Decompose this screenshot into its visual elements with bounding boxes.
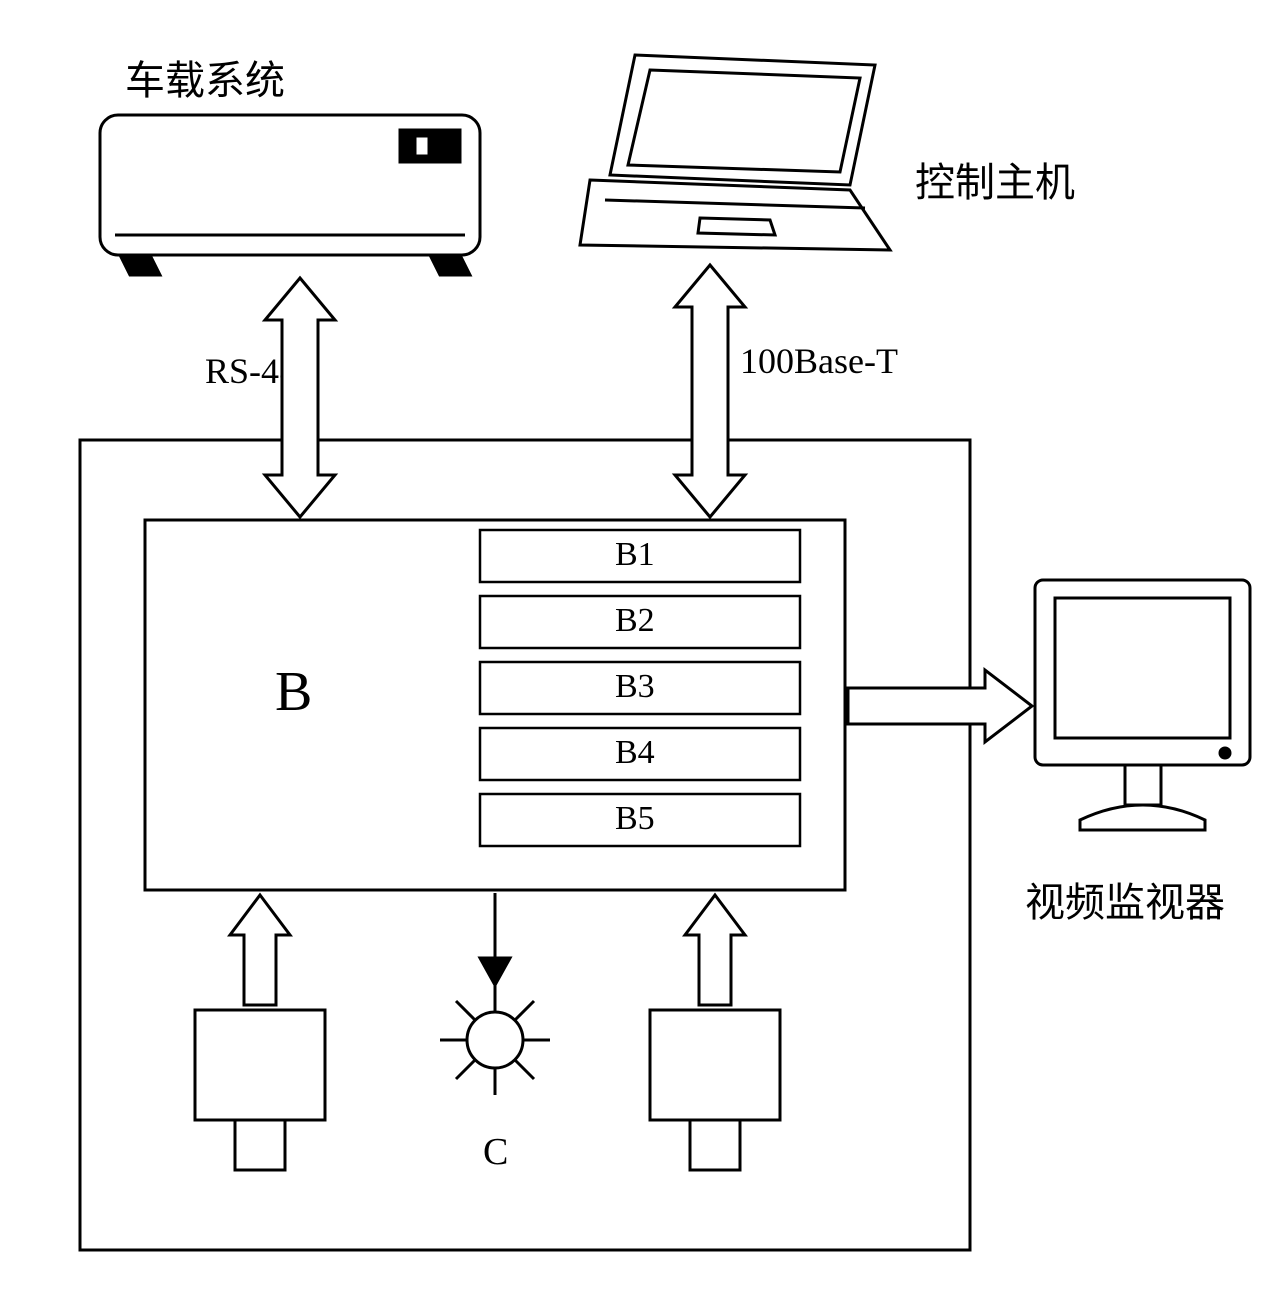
block-b5-box (480, 794, 800, 846)
projector-icon (100, 115, 480, 275)
block-b-box (145, 520, 845, 890)
block-b4-box (480, 728, 800, 780)
b-to-monitor-arrow (848, 670, 1032, 742)
b5-to-c-arrow (480, 893, 510, 985)
block-b2-box (480, 596, 800, 648)
a1-up-arrow (230, 895, 290, 1005)
diagram-svg (20, 20, 1265, 1280)
a2-up-arrow (685, 895, 745, 1005)
block-b1-box (480, 530, 800, 582)
camera-a2-icon (650, 1010, 780, 1170)
camera-a1-icon (195, 1010, 325, 1170)
rs485-arrow (265, 278, 335, 517)
ethernet-arrow (675, 265, 745, 517)
laptop-icon (580, 55, 890, 250)
monitor-icon (1035, 580, 1250, 830)
light-icon (440, 985, 550, 1095)
block-b3-box (480, 662, 800, 714)
